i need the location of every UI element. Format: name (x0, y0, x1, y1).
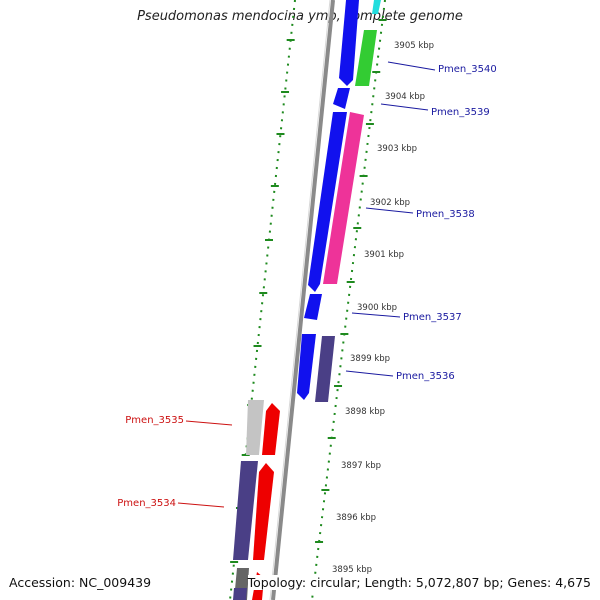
kbp-tick-label: 3895 kbp (332, 565, 372, 575)
kbp-tick-label: 3903 kbp (377, 144, 417, 154)
genes-reverse (233, 400, 280, 600)
gene-block-blue-top[interactable] (339, 0, 359, 86)
gene-label-forward[interactable]: Pmen_3536 (396, 371, 455, 382)
gene-block-red-upper[interactable] (262, 403, 280, 455)
gene-block-slate-left[interactable] (233, 461, 258, 560)
gene-block-green[interactable] (355, 30, 377, 86)
kbp-tick-label: 3904 kbp (385, 92, 425, 102)
kbp-tick-label: 3900 kbp (357, 303, 397, 313)
gene-label-reverse[interactable]: Pmen_3534 (117, 498, 176, 509)
kbp-tick-label: 3901 kbp (364, 250, 404, 260)
kbp-tick-label: 3898 kbp (345, 407, 385, 417)
gene-block-blue-small[interactable] (333, 88, 350, 109)
kbp-tick-label: 3905 kbp (394, 41, 434, 51)
gene-block-blue-low[interactable] (297, 334, 316, 400)
gene-block-slate-bottom[interactable] (233, 588, 247, 600)
kbp-ticks: 3905 kbp 3904 kbp 3903 kbp 3902 kbp 3901… (332, 41, 434, 575)
gene-block-slate-right[interactable] (315, 336, 335, 402)
gene-label-reverse[interactable]: Pmen_3535 (125, 415, 184, 426)
kbp-tick-label: 3896 kbp (336, 513, 376, 523)
forward-gene-labels: Pmen_3540 Pmen_3539 Pmen_3538 Pmen_3537 … (345, 61, 497, 382)
genes-forward (297, 0, 359, 400)
topology-text: Topology: circular; Length: 5,072,807 bp… (247, 575, 591, 590)
kbp-tick-label: 3897 kbp (341, 461, 381, 471)
gene-block-blue-long[interactable] (308, 112, 347, 292)
kbp-tick-label: 3902 kbp (370, 198, 410, 208)
gene-label-forward[interactable]: Pmen_3538 (416, 209, 475, 220)
gene-block-silver[interactable] (246, 400, 264, 455)
genome-backbone (269, 0, 335, 600)
gene-label-forward[interactable]: Pmen_3537 (403, 312, 462, 323)
reverse-gene-labels: Pmen_3535 Pmen_3534 (117, 415, 233, 509)
gene-block-cyan[interactable] (372, 0, 381, 14)
accession-text: Accession: NC_009439 (9, 575, 152, 590)
gene-block-red-lower[interactable] (253, 463, 274, 560)
gene-label-forward[interactable]: Pmen_3540 (438, 64, 497, 75)
kbp-tick-label: 3899 kbp (350, 354, 390, 364)
gene-block-pink[interactable] (323, 112, 364, 284)
gene-block-blue-mid[interactable] (304, 294, 322, 320)
gene-label-forward[interactable]: Pmen_3539 (431, 107, 490, 118)
genes-outer (315, 0, 381, 402)
